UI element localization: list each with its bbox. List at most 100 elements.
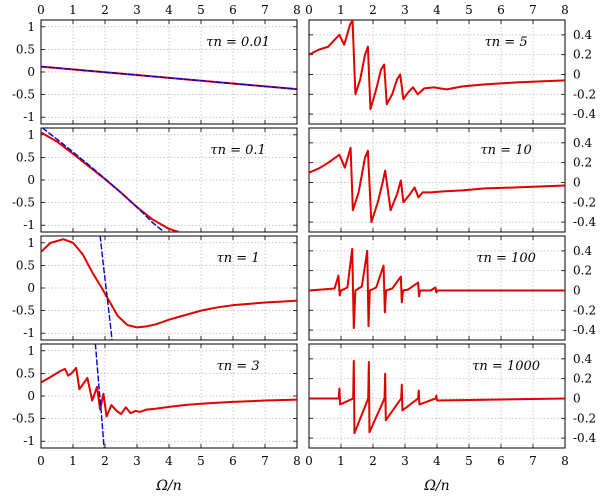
x-tick-label: 3 bbox=[133, 3, 141, 17]
x-tick-label: 4 bbox=[165, 454, 173, 468]
y-tick-label: -1 bbox=[23, 110, 35, 124]
panel-label: τn = 0.1 bbox=[210, 143, 265, 158]
panel-label: τn = 3 bbox=[217, 359, 260, 374]
panel-1: 0 1 2 3 4 5 6 7 810.50-0.5-1τn = 0.01 bbox=[12, 3, 301, 125]
y-tick-label: 0.5 bbox=[16, 366, 35, 380]
series-line-numerical bbox=[41, 238, 297, 329]
x-tick-label: 2 bbox=[101, 3, 109, 17]
series-line-numerical bbox=[41, 366, 297, 418]
y-tick-label: 1 bbox=[27, 20, 35, 34]
panel-7: 0 1 2 3 4 5 6 7 8 1 0.5 0 -0.5 -1 τn = 3 bbox=[12, 343, 301, 468]
y-tick-label: 0.5 bbox=[16, 42, 35, 56]
x-tick-label: 3 bbox=[401, 3, 409, 17]
y-tick-label: 0.2 bbox=[573, 156, 592, 170]
panel-5: 1 0.5 0 -0.5 -1 τn = 1 bbox=[12, 235, 298, 341]
panel-label: τn = 0.01 bbox=[206, 35, 270, 50]
y-tick-label: 0.5 bbox=[16, 258, 35, 272]
series-line-numerical bbox=[309, 247, 565, 330]
x-tick-label: 8 bbox=[293, 3, 301, 17]
y-tick-label: -0.4 bbox=[573, 107, 597, 121]
panel-grid: 0 1 2 3 4 5 6 7 810.50-0.5-1τn = 0.010 1 2 3 4 5 6 7 80.… bbox=[12, 3, 597, 468]
x-tick-label: 0 bbox=[305, 454, 313, 468]
y-tick-label: -0.4 bbox=[573, 215, 597, 229]
x-tick-label: 2 bbox=[369, 3, 377, 17]
panel-4: 0.4 0.2 0 -0.2 -0.4 τn = 10 bbox=[308, 127, 597, 233]
y-tick-label: 1 bbox=[27, 128, 35, 142]
panel-2: 0 1 2 3 4 5 6 7 8 0.4 0.2 0 -0.2 -0.4 τn = 5 bbox=[305, 3, 597, 125]
series-line-approximation bbox=[41, 128, 165, 232]
y-tick-label: 0.5 bbox=[16, 150, 35, 164]
x-tick-label: 6 bbox=[497, 454, 505, 468]
y-tick-label: 0 bbox=[573, 391, 581, 405]
x-tick-label: 4 bbox=[433, 3, 441, 17]
y-tick-label: 0.4 bbox=[573, 28, 592, 42]
y-tick-label: 0 bbox=[27, 389, 35, 403]
y-tick-label: -0.2 bbox=[573, 303, 596, 317]
panel-8: 0 1 2 3 4 5 6 7 8 0.4 0.2 0 -0.2 -0.4 τn = 1000 bbox=[305, 343, 597, 468]
y-tick-label: -0.4 bbox=[573, 431, 597, 445]
series-line-approximation bbox=[41, 65, 297, 90]
y-tick-label: -0.2 bbox=[573, 195, 596, 209]
panel-label: τn = 10 bbox=[480, 143, 531, 158]
x-tick-label: 4 bbox=[433, 454, 441, 468]
x-tick-label: 6 bbox=[497, 3, 505, 17]
y-tick-label: -0.5 bbox=[12, 412, 35, 426]
y-tick-label: -0.5 bbox=[12, 196, 35, 210]
x-tick-label: 0 bbox=[37, 3, 45, 17]
panel-label: τn = 100 bbox=[476, 251, 536, 266]
series-line-numerical bbox=[41, 131, 180, 232]
y-tick-label: 0.4 bbox=[573, 136, 592, 150]
y-tick-label: -0.2 bbox=[573, 411, 596, 425]
x-tick-label: 7 bbox=[261, 3, 269, 17]
x-tick-label: 7 bbox=[261, 454, 269, 468]
y-tick-label: -0.2 bbox=[573, 87, 596, 101]
y-tick-label: -0.4 bbox=[573, 323, 597, 337]
series-line-numerical bbox=[309, 146, 565, 224]
x-tick-label: 5 bbox=[465, 3, 473, 17]
y-tick-label: 0 bbox=[27, 281, 35, 295]
x-tick-label: 3 bbox=[133, 454, 141, 468]
y-tick-label: 0 bbox=[27, 65, 35, 79]
panel-label: τn = 5 bbox=[485, 35, 528, 50]
x-tick-label: 1 bbox=[337, 454, 345, 468]
x-tick-label: 4 bbox=[165, 3, 173, 17]
x-tick-label: 6 bbox=[229, 3, 237, 17]
y-tick-label: -1 bbox=[23, 434, 35, 448]
x-tick-label: 5 bbox=[197, 3, 205, 17]
x-tick-label: 8 bbox=[561, 3, 569, 17]
y-tick-label: 0.4 bbox=[573, 352, 592, 366]
x-tick-label: 5 bbox=[197, 454, 205, 468]
series-line-numerical bbox=[309, 20, 565, 111]
y-tick-label: -0.5 bbox=[12, 88, 35, 102]
y-tick-label: -1 bbox=[23, 218, 35, 232]
x-tick-label: 2 bbox=[101, 454, 109, 468]
y-tick-label: 0.4 bbox=[573, 244, 592, 258]
series-line-approximation bbox=[99, 236, 113, 340]
x-tick-label: 7 bbox=[529, 3, 537, 17]
y-tick-label: 0.2 bbox=[573, 48, 592, 62]
y-tick-label: -1 bbox=[23, 326, 35, 340]
x-tick-label: 8 bbox=[561, 454, 569, 468]
x-tick-label: 0 bbox=[305, 3, 313, 17]
y-tick-label: 0 bbox=[573, 67, 581, 81]
x-tick-label: 1 bbox=[337, 3, 345, 17]
y-tick-label: 1 bbox=[27, 236, 35, 250]
y-tick-label: 0 bbox=[573, 175, 581, 189]
y-tick-label: -0.5 bbox=[12, 304, 35, 318]
x-tick-label: 8 bbox=[293, 454, 301, 468]
panel-label: τn = 1000 bbox=[472, 359, 540, 374]
y-tick-label: 0.2 bbox=[573, 264, 592, 278]
panel-label: τn = 1 bbox=[217, 251, 260, 266]
x-tick-label: 6 bbox=[229, 454, 237, 468]
y-tick-label: 0 bbox=[573, 283, 581, 297]
x-tick-label: 3 bbox=[401, 454, 409, 468]
x-tick-label: 1 bbox=[69, 3, 77, 17]
y-tick-label: 0 bbox=[27, 173, 35, 187]
x-axis-title-right: Ω/n bbox=[423, 478, 449, 494]
x-tick-label: 2 bbox=[369, 454, 377, 468]
panel-3: 1 0.5 0 -0.5 -1 τn = 0.1 bbox=[12, 127, 298, 233]
y-tick-label: 1 bbox=[27, 344, 35, 358]
series-line-approximation bbox=[94, 344, 105, 448]
x-tick-label: 0 bbox=[37, 454, 45, 468]
